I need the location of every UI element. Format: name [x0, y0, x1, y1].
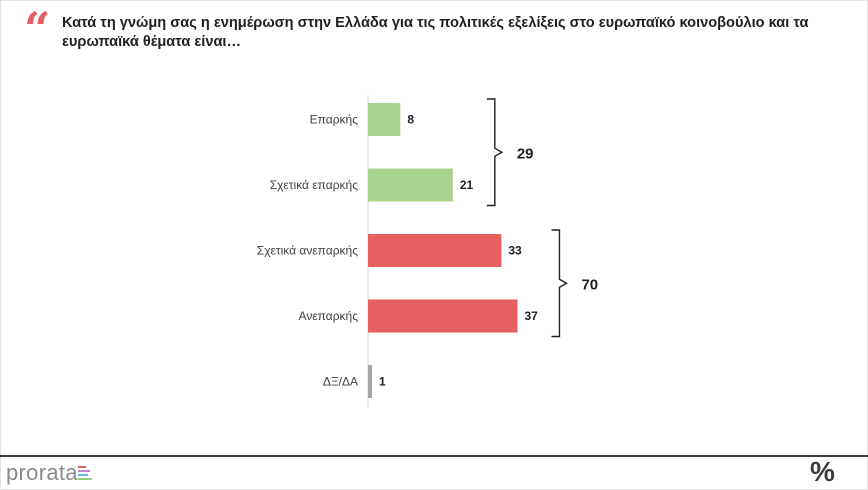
group-brace-0: [486, 98, 504, 207]
logo-bar-2: [78, 474, 88, 476]
bar-2: [368, 234, 502, 267]
bar-0: [368, 103, 401, 136]
category-label-3: Ανεπαρκής: [299, 309, 359, 323]
group-brace-1: [551, 229, 568, 338]
question-title: Κατά τη γνώμη σας η ενημέρωση στην Ελλάδ…: [62, 15, 809, 50]
category-label-1: Σχετικά επαρκής: [270, 178, 358, 192]
logo-bar-1: [78, 470, 90, 472]
bar-3: [368, 299, 518, 333]
prorata-logo-icon: [78, 466, 92, 482]
category-label-0: Επαρκής: [310, 113, 359, 127]
value-label-0: 8: [407, 113, 414, 127]
category-label-4: ΔΞ/ΔΑ: [323, 375, 358, 389]
logo-bar-0: [78, 466, 86, 468]
quote-mark-icon: “: [24, 2, 51, 56]
bar-chart: Επαρκής 8 Σχετικά επαρκής 21 Σχετικά ανεπαρκ…: [257, 95, 598, 408]
value-label-2: 33: [508, 244, 522, 258]
bar-4: [368, 365, 373, 398]
value-label-1: 21: [460, 178, 474, 192]
group-total-0: 29: [517, 145, 534, 162]
category-label-2: Σχετικά ανεπαρκής: [257, 244, 358, 258]
logo-bar-3: [78, 478, 92, 480]
value-label-3: 37: [524, 309, 538, 323]
value-label-4: 1: [379, 375, 386, 389]
prorata-logo-text: prorata: [6, 460, 78, 485]
group-total-1: 70: [581, 276, 598, 293]
bar-1: [368, 168, 453, 202]
percent-icon: %: [810, 456, 835, 487]
footer-divider: [0, 455, 868, 457]
